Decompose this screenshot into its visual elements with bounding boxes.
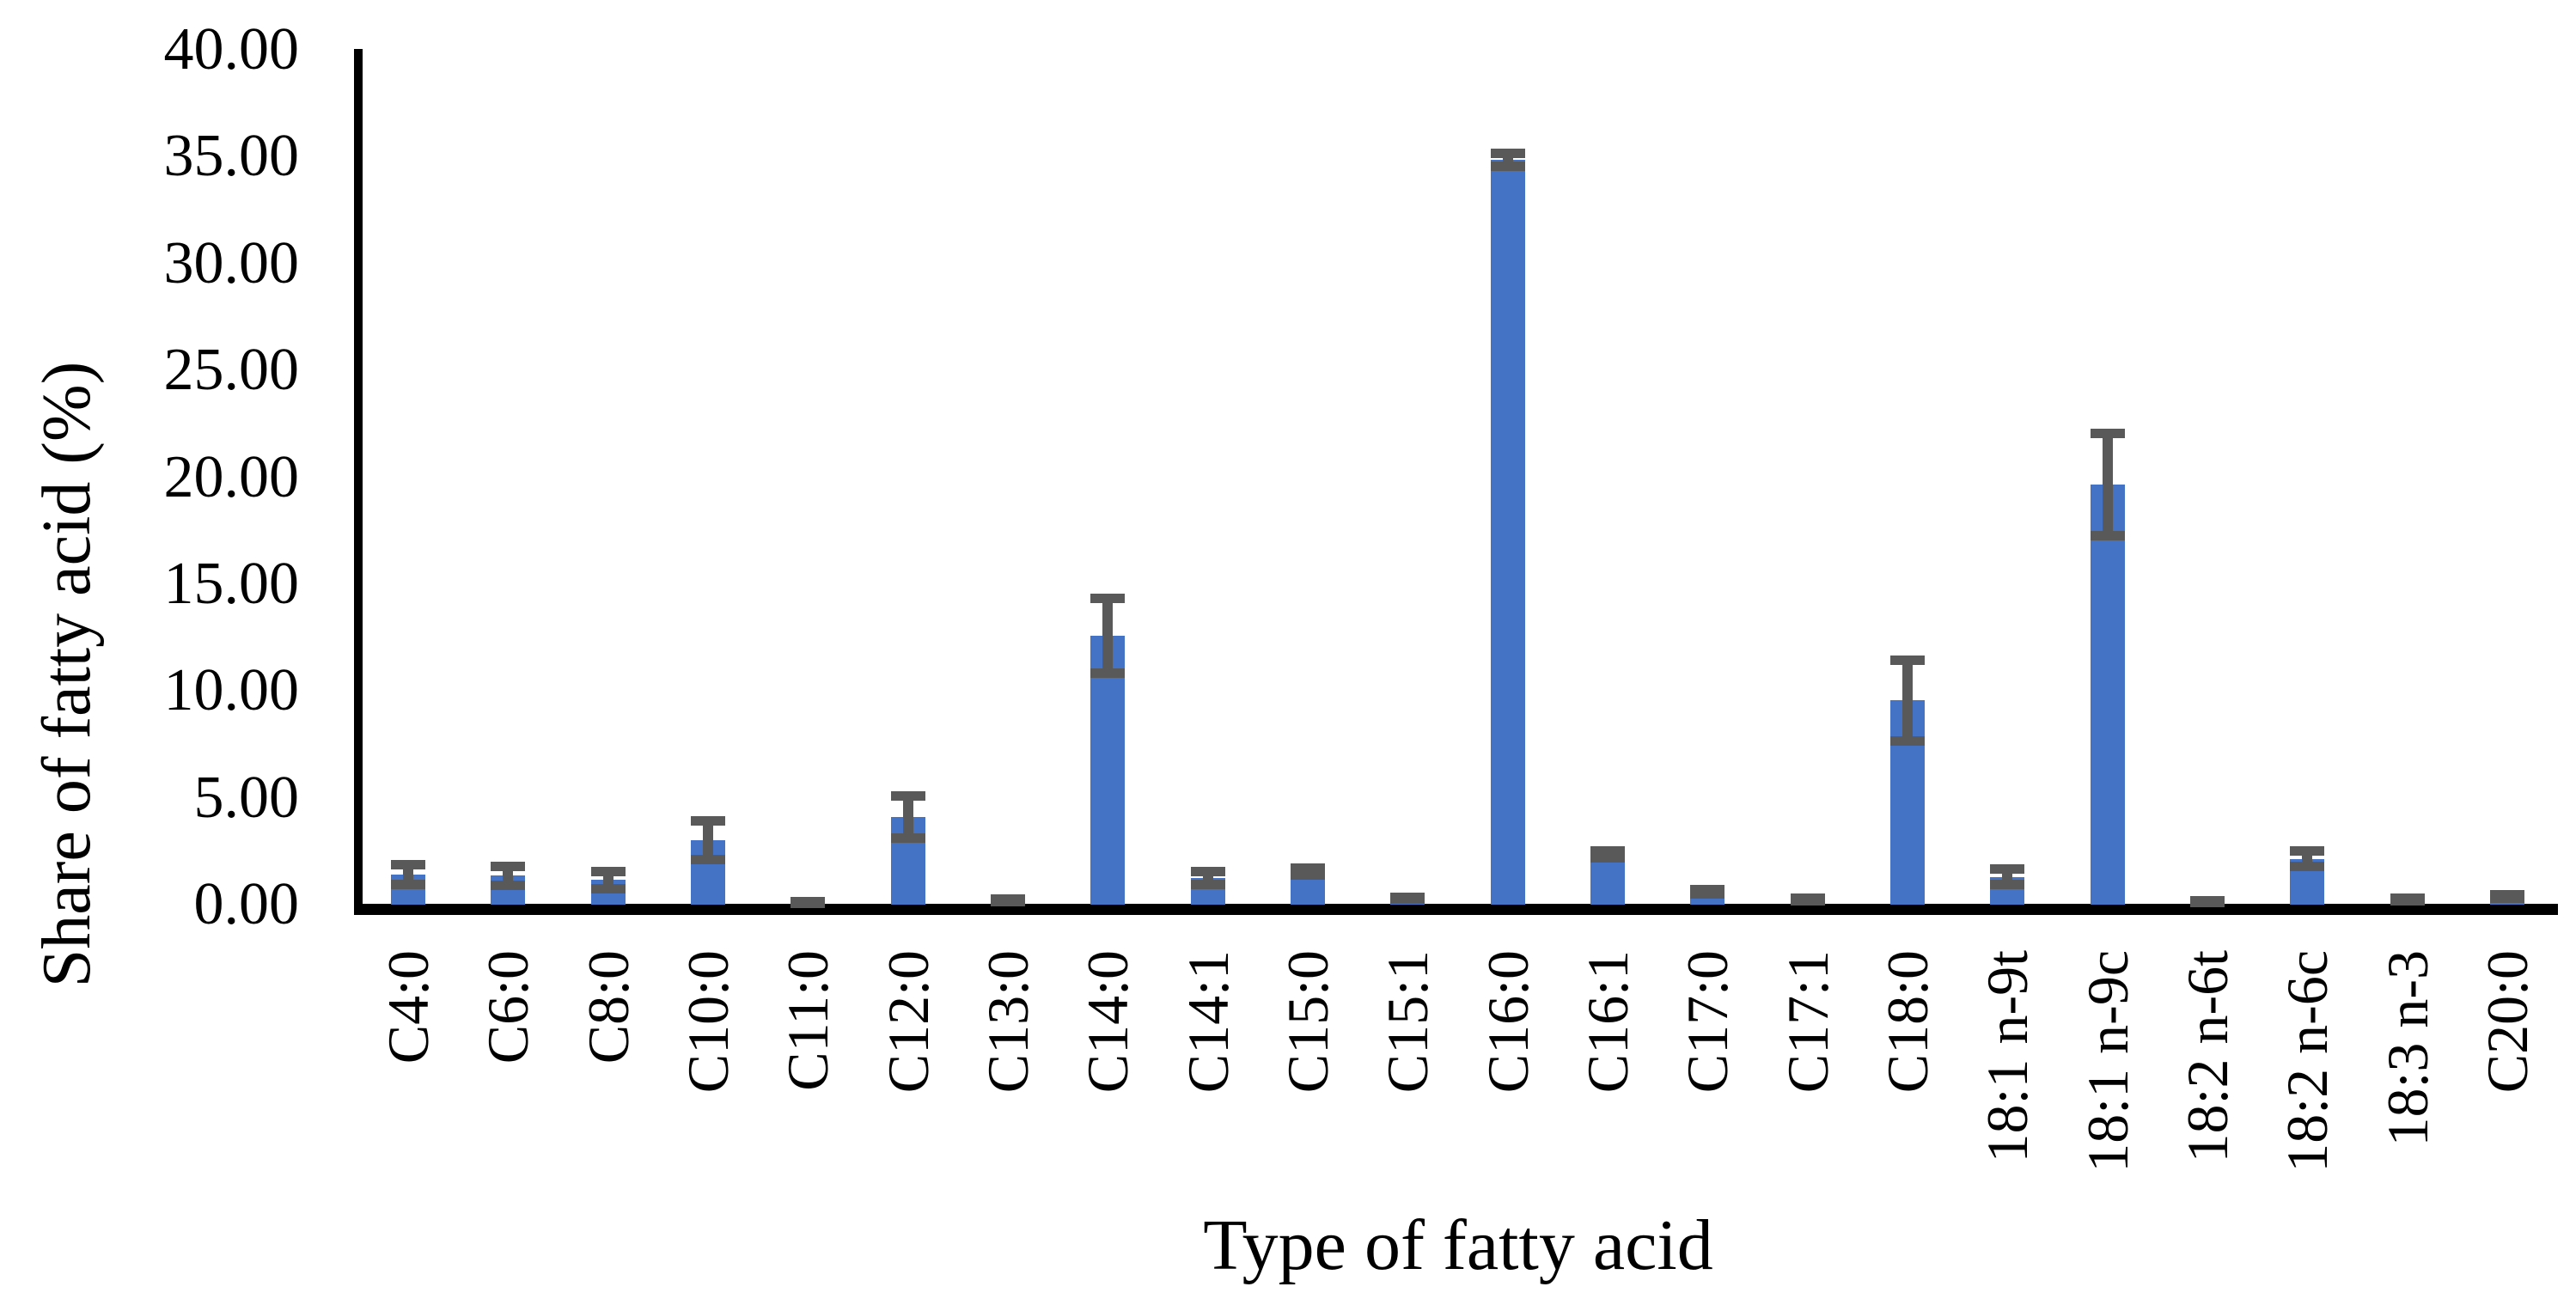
error-bar-cap — [791, 899, 826, 909]
x-tick-label-C17:1: C17:1 — [1774, 950, 1840, 1094]
error-bar-cap — [1090, 668, 1126, 678]
x-tick-label-C16:1: C16:1 — [1574, 950, 1640, 1094]
error-bar-cap — [2290, 846, 2325, 857]
y-tick-label: 35.00 — [163, 123, 300, 190]
error-bar-stem — [902, 796, 913, 838]
error-bar-cap — [491, 881, 526, 891]
x-tick-label-C20:0: C20:0 — [2474, 950, 2540, 1094]
error-bar-cap — [1889, 736, 1925, 747]
error-bar-cap — [491, 861, 526, 871]
error-bar-cap — [391, 860, 426, 870]
error-bar-cap — [890, 833, 925, 844]
x-tick-label-C14:0: C14:0 — [1075, 950, 1141, 1094]
bar-C14:0 — [1090, 635, 1126, 905]
y-tick-label: 10.00 — [163, 657, 300, 724]
x-tick-label-C17:0: C17:0 — [1675, 950, 1741, 1094]
error-bar-cap — [391, 879, 426, 889]
x-tick-label-C11:0: C11:0 — [775, 950, 841, 1091]
bar-18:1 n-9c — [2090, 485, 2125, 905]
error-bar-cap — [1390, 894, 1425, 905]
x-tick-label-C18:0: C18:0 — [1874, 950, 1940, 1094]
error-bar-cap — [2290, 861, 2325, 871]
error-bar-cap — [1090, 593, 1126, 603]
error-bar-cap — [890, 790, 925, 801]
error-bar-cap — [2090, 531, 2125, 541]
error-bar-stem — [503, 866, 514, 886]
error-bar-stem — [1901, 660, 1913, 741]
error-bar-stem — [2102, 433, 2113, 536]
x-axis-title: Type of fatty acid — [1203, 1205, 1713, 1285]
error-bar-cap — [2090, 429, 2125, 438]
error-bar-cap — [1190, 866, 1225, 876]
y-tick-label: 5.00 — [193, 764, 300, 831]
error-bar-cap — [1490, 162, 1525, 172]
error-bar-cap — [691, 855, 726, 865]
x-tick-label-C13:0: C13:0 — [975, 950, 1041, 1094]
error-bar-cap — [691, 816, 726, 826]
error-bar-cap — [1291, 869, 1326, 880]
error-bar-stem — [1102, 598, 1114, 674]
bar-C16:1 — [1590, 854, 1625, 905]
x-tick-label-18:2 n-6c: 18:2 n-6c — [2274, 950, 2341, 1173]
error-bar-cap — [2189, 898, 2225, 907]
x-tick-label-C16:0: C16:0 — [1474, 950, 1541, 1094]
error-bar-cap — [1790, 895, 1825, 906]
error-bar-cap — [590, 883, 626, 893]
error-bar-cap — [1490, 149, 1525, 159]
x-tick-label-C15:0: C15:0 — [1275, 950, 1341, 1094]
x-tick-label-C10:0: C10:0 — [675, 950, 742, 1094]
x-tick-label-18:1 n-9c: 18:1 n-9c — [2074, 950, 2140, 1173]
error-bar-cap — [1990, 879, 2025, 889]
error-bar-cap — [1590, 852, 1625, 863]
error-bar-cap — [1291, 863, 1326, 874]
error-bar-cap — [1190, 879, 1225, 889]
y-tick-label: 20.00 — [163, 443, 300, 510]
y-tick-label: 40.00 — [163, 16, 300, 82]
y-tick-label: 30.00 — [163, 229, 300, 296]
x-tick-label-18:3 n-3: 18:3 n-3 — [2374, 950, 2440, 1147]
error-bar-stem — [403, 864, 414, 885]
error-bar-cap — [2489, 893, 2524, 903]
x-tick-label-C8:0: C8:0 — [575, 950, 641, 1064]
error-bar-cap — [1990, 864, 2025, 875]
x-tick-label-C4:0: C4:0 — [375, 950, 442, 1064]
x-tick-label-18:2 n-6t: 18:2 n-6t — [2174, 950, 2240, 1163]
y-tick-label: 0.00 — [193, 871, 300, 937]
error-bar-cap — [1690, 889, 1725, 899]
y-axis-title: Share of fatty acid (%) — [29, 361, 105, 988]
x-tick-label-C14:1: C14:1 — [1175, 950, 1241, 1094]
bar-C16:0 — [1490, 160, 1525, 905]
x-tick-label-18:1 n-9t: 18:1 n-9t — [1975, 950, 2041, 1163]
error-bar-cap — [991, 896, 1026, 906]
x-tick-label-C12:0: C12:0 — [875, 950, 941, 1094]
y-tick-label: 25.00 — [163, 337, 300, 404]
y-axis-line — [354, 49, 363, 915]
error-bar-stem — [703, 820, 714, 860]
error-bar-cap — [1889, 655, 1925, 665]
error-bar-cap — [590, 866, 626, 876]
y-tick-label: 15.00 — [163, 550, 300, 617]
error-bar-cap — [2390, 895, 2425, 906]
x-tick-label-C6:0: C6:0 — [475, 950, 541, 1064]
error-bar-cap — [1590, 846, 1625, 857]
x-tick-label-C15:1: C15:1 — [1375, 950, 1441, 1094]
x-axis-line — [354, 904, 2558, 915]
